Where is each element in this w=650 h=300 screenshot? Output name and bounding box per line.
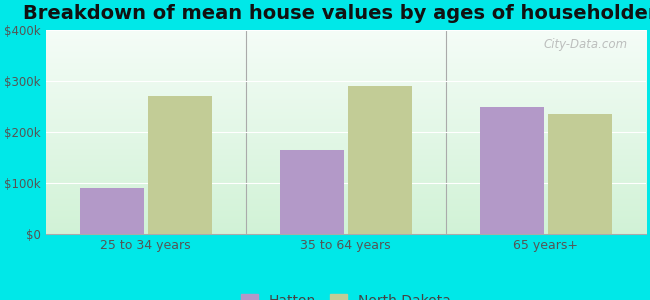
Title: Breakdown of mean house values by ages of householders: Breakdown of mean house values by ages o… <box>23 4 650 23</box>
Legend: Hatton, North Dakota: Hatton, North Dakota <box>237 290 455 300</box>
Bar <box>280 150 344 234</box>
Bar <box>548 114 612 234</box>
Bar <box>348 86 411 234</box>
Bar <box>480 107 544 234</box>
Text: City-Data.com: City-Data.com <box>543 38 628 51</box>
Bar <box>148 97 212 234</box>
Bar <box>80 188 144 234</box>
